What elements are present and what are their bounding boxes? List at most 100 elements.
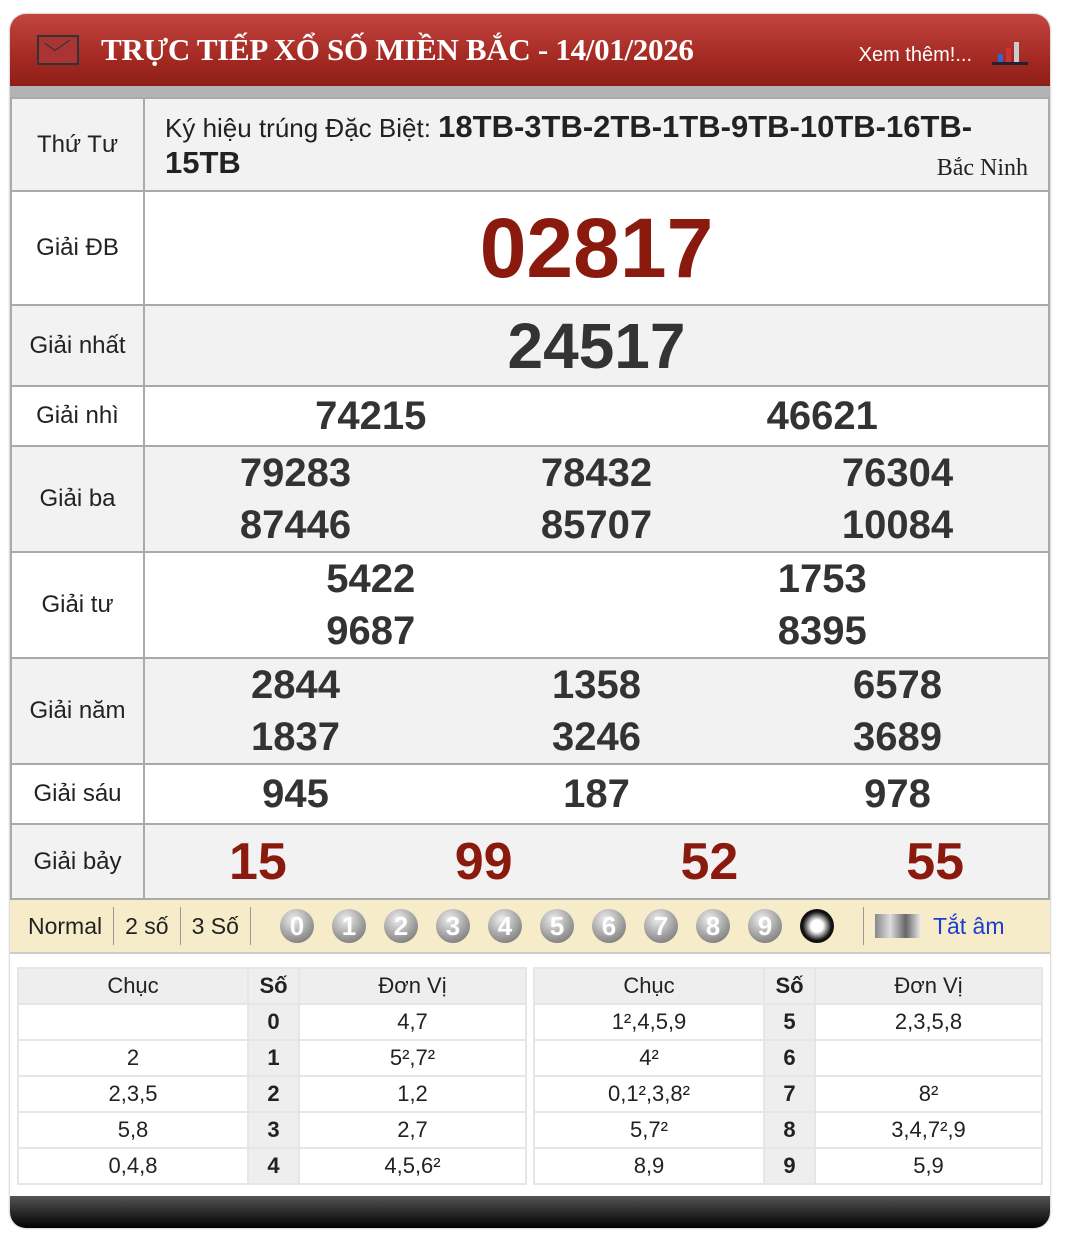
loto-header: Số — [763, 967, 816, 1005]
digit-9-button[interactable]: 9 — [747, 909, 782, 943]
page-title: TRỰC TIẾP XỔ SỐ MIỀN BẮC - 14/01/2026 — [101, 32, 694, 67]
loto-row: 8,9 9 5,9 — [533, 1147, 1043, 1185]
chuc-cell: 1²,4,5,9 — [533, 1003, 765, 1041]
mode-1-button[interactable]: 2 số — [125, 912, 169, 939]
so-cell: 0 — [247, 1003, 300, 1041]
donvi-cell: 2,7 — [298, 1111, 527, 1149]
chuc-cell: 2,3,5 — [17, 1075, 249, 1113]
prize-row: Giải nhì 74215 46621 — [10, 385, 1050, 447]
filter-toolbar: Normal 2 số 3 Số 0 1 2 3 4 5 6 7 8 9 Tắt âm — [10, 900, 1050, 954]
digit-5-button[interactable]: 5 — [539, 909, 574, 943]
bar-chart-icon[interactable] — [992, 40, 1028, 65]
yin-yang-icon[interactable] — [799, 909, 834, 943]
donvi-cell: 2,3,5,8 — [814, 1003, 1043, 1041]
loto-header: Số — [247, 967, 300, 1005]
prize-row: Giải sáu 945 187 978 — [10, 763, 1050, 825]
digit-8-button[interactable]: 8 — [695, 909, 730, 943]
kyhieu-value: 18TB-3TB-2TB-1TB-9TB-10TB-16TB-15TB — [165, 108, 973, 180]
digit-2-button[interactable]: 2 — [383, 909, 418, 943]
province: Bắc Ninh — [936, 155, 1028, 181]
prize-number: 9687 — [326, 609, 416, 653]
prize-number: 87446 — [239, 503, 352, 547]
results-panel: TRỰC TIẾP XỔ SỐ MIỀN BẮC - 14/01/2026 Xe… — [10, 14, 1050, 1228]
prize-row: Giải ba 79283 78432 76304 87446 85707 10084 — [10, 445, 1050, 553]
prize-number: 10084 — [841, 503, 954, 547]
header: TRỰC TIẾP XỔ SỐ MIỀN BẮC - 14/01/2026 Xe… — [10, 14, 1050, 86]
prize-row: Giải bảy 15 99 52 55 — [10, 823, 1050, 900]
prize-row: Giải tư 5422 1753 9687 8395 — [10, 551, 1050, 659]
prize-number: 74215 — [315, 394, 427, 438]
digit-4-button[interactable]: 4 — [487, 909, 522, 943]
prize-label: Giải bảy — [10, 823, 145, 900]
prize-number: 187 — [563, 772, 630, 816]
prize-row: Giải năm 2844 1358 6578 1837 3246 3689 — [10, 657, 1050, 765]
chuc-cell: 8,9 — [533, 1147, 765, 1185]
chuc-cell: 2 — [17, 1039, 249, 1077]
so-cell: 9 — [763, 1147, 816, 1185]
so-cell: 8 — [763, 1111, 816, 1149]
prize-number: 5422 — [326, 557, 416, 601]
donvi-cell: 5,9 — [814, 1147, 1043, 1185]
loto-header: Đơn Vị — [298, 967, 527, 1005]
mode-0-button[interactable]: Normal — [28, 912, 103, 939]
donvi-cell: 8² — [814, 1075, 1043, 1113]
prize-number: 76304 — [841, 451, 954, 495]
digit-1-button[interactable]: 1 — [331, 909, 366, 943]
prize-number: 99 — [454, 832, 513, 891]
prize-number: 3689 — [853, 715, 942, 759]
loto-table-left: Chục Số Đơn Vị 0 4,7 2 1 5²,7² 2,3,5 2 1,2 5,8 3 2,7 0… — [17, 967, 527, 1185]
so-cell: 7 — [763, 1075, 816, 1113]
prize-number: 978 — [864, 772, 931, 816]
loto-row: 1²,4,5,9 5 2,3,5,8 — [533, 1003, 1043, 1041]
loto-row: 0,4,8 4 4,5,6² — [17, 1147, 527, 1185]
speaker-icon[interactable] — [874, 914, 921, 938]
mail-icon — [37, 35, 79, 65]
digit-6-button[interactable]: 6 — [591, 909, 626, 943]
kyhieu-label: Ký hiệu trúng Đặc Biệt: — [165, 112, 431, 143]
prize-row: Giải ĐB 02817 — [10, 190, 1050, 306]
prize-number: 1358 — [552, 663, 641, 707]
prize-label: Giải ĐB — [10, 190, 145, 306]
prize-label: Giải tư — [10, 551, 145, 659]
prize-number: 55 — [906, 832, 965, 891]
loto-row: 0,1²,3,8² 7 8² — [533, 1075, 1043, 1113]
digit-3-button[interactable]: 3 — [435, 909, 470, 943]
prize-number: 79283 — [239, 451, 352, 495]
prize-number: 6578 — [853, 663, 942, 707]
bottom-bar — [10, 1196, 1050, 1228]
prize-number: 2844 — [251, 663, 340, 707]
prize-label: Giải sáu — [10, 763, 145, 825]
so-cell: 4 — [247, 1147, 300, 1185]
so-cell: 5 — [763, 1003, 816, 1041]
mode-2-button[interactable]: 3 Số — [191, 912, 239, 939]
loto-row: 2,3,5 2 1,2 — [17, 1075, 527, 1113]
chuc-cell: 0,4,8 — [17, 1147, 249, 1185]
loto-row: 2 1 5²,7² — [17, 1039, 527, 1077]
digit-0-button[interactable]: 0 — [279, 909, 314, 943]
chuc-cell — [17, 1003, 249, 1041]
digit-7-button[interactable]: 7 — [643, 909, 678, 943]
donvi-cell: 4,5,6² — [298, 1147, 527, 1185]
prize-number: 945 — [262, 772, 329, 816]
so-cell: 1 — [247, 1039, 300, 1077]
loto-header: Chục — [533, 967, 765, 1005]
prize-number: 85707 — [540, 503, 653, 547]
chuc-cell: 4² — [533, 1039, 765, 1077]
donvi-cell: 4,7 — [298, 1003, 527, 1041]
so-cell: 2 — [247, 1075, 300, 1113]
prize-label: Giải nhất — [10, 304, 145, 387]
prize-number: 8395 — [777, 609, 867, 653]
prize-number: 3246 — [552, 715, 641, 759]
chuc-cell: 0,1²,3,8² — [533, 1075, 765, 1113]
loto-table-right: Chục Số Đơn Vị 1²,4,5,9 5 2,3,5,8 4² 6 0,1²,3,8²… — [533, 967, 1043, 1185]
chuc-cell: 5,7² — [533, 1111, 765, 1149]
prize-label: Giải nhì — [10, 385, 145, 447]
prize-number: 52 — [680, 832, 739, 891]
donvi-cell — [814, 1039, 1043, 1077]
more-link[interactable]: Xem thêm!... — [858, 44, 972, 66]
donvi-cell: 5²,7² — [298, 1039, 527, 1077]
mute-link[interactable]: Tắt âm — [932, 912, 1005, 939]
loto-row: 4² 6 — [533, 1039, 1043, 1077]
info-row: Thứ Tư Ký hiệu trúng Đặc Biệt: 18TB-3TB-… — [10, 97, 1050, 192]
so-cell: 3 — [247, 1111, 300, 1149]
